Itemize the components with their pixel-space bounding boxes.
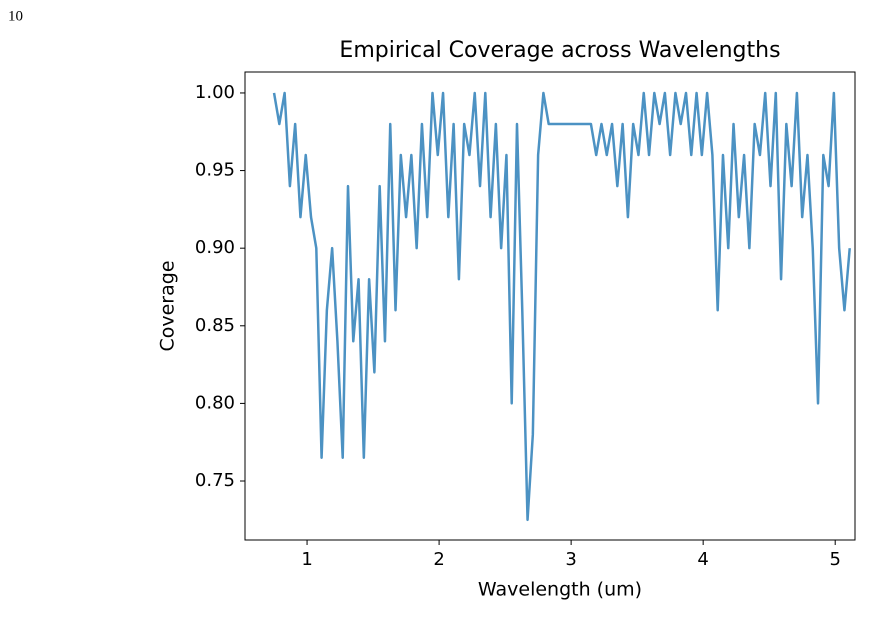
y-tick-label: 1.00 bbox=[195, 82, 235, 103]
x-tick-label: 2 bbox=[433, 549, 444, 570]
page-number: 10 bbox=[8, 8, 23, 24]
x-tick-label: 5 bbox=[829, 549, 840, 570]
y-axis-label: Coverage bbox=[157, 260, 179, 351]
y-tick-label: 0.90 bbox=[195, 237, 235, 258]
x-tick-label: 4 bbox=[697, 549, 708, 570]
y-tick-label: 0.80 bbox=[195, 392, 235, 413]
y-tick-label: 0.85 bbox=[195, 315, 235, 336]
plot-frame bbox=[244, 71, 856, 541]
y-tick-label: 0.75 bbox=[195, 470, 235, 491]
data-line bbox=[272, 91, 851, 522]
x-tick-label: 3 bbox=[565, 549, 576, 570]
x-axis-label: Wavelength (um) bbox=[478, 579, 642, 601]
y-tick-label: 0.95 bbox=[195, 160, 235, 181]
x-tick-label: 1 bbox=[301, 549, 312, 570]
chart-title: Empirical Coverage across Wavelengths bbox=[339, 38, 780, 63]
